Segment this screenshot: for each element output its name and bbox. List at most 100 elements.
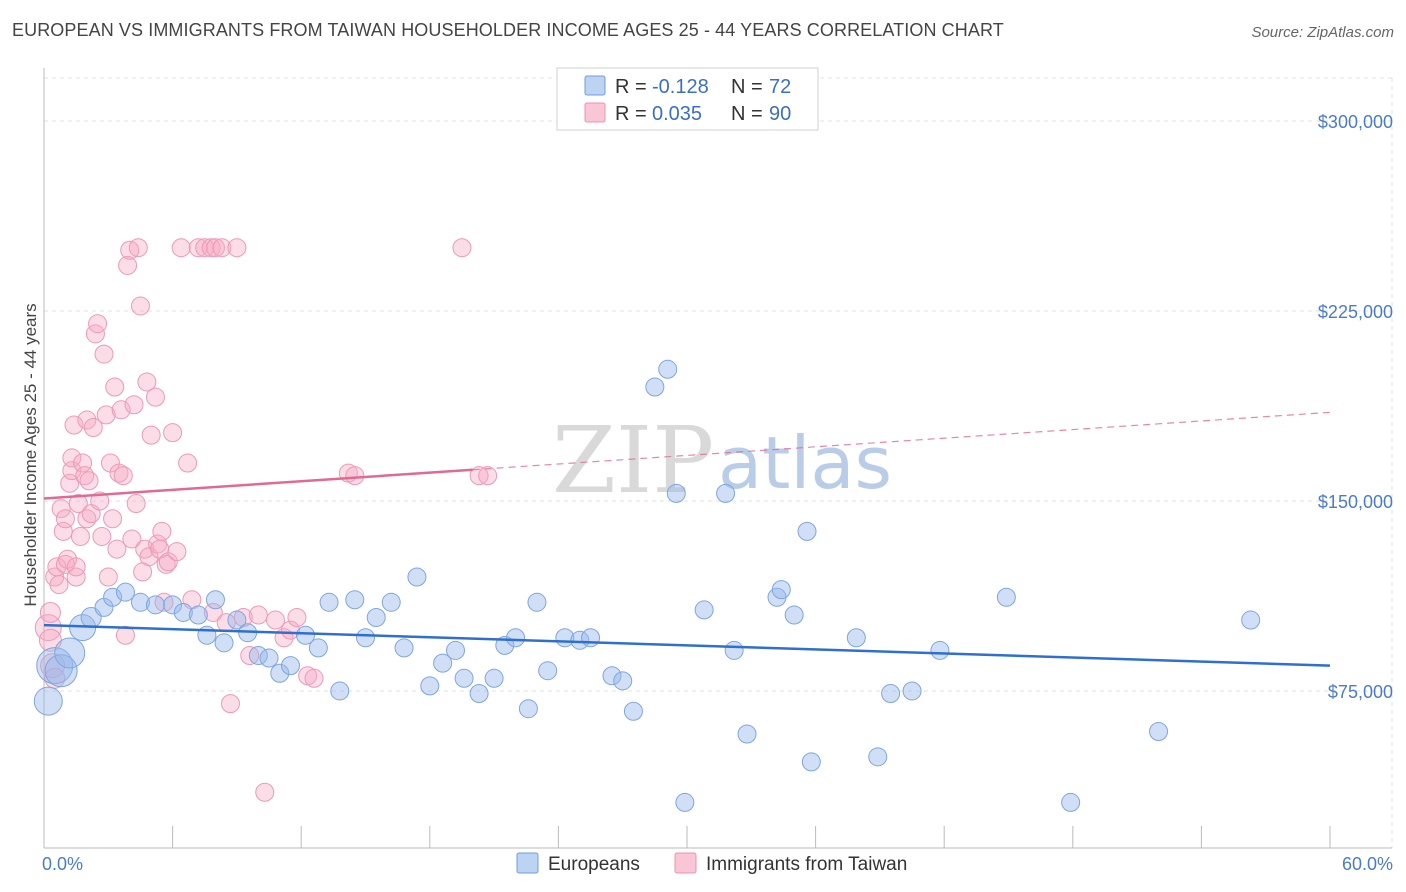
europeans-point xyxy=(658,359,678,379)
europeans-point xyxy=(538,661,558,681)
taiwan-point xyxy=(94,344,114,364)
taiwan-point xyxy=(62,448,82,468)
europeans-point xyxy=(44,654,78,688)
europeans-point xyxy=(115,582,135,602)
axes xyxy=(43,68,1392,849)
chart-title: EUROPEAN VS IMMIGRANTS FROM TAIWAN HOUSE… xyxy=(12,20,1004,40)
legend-europeans-n-label: N = xyxy=(731,76,763,98)
legend-taiwan-n-value: 90 xyxy=(769,103,791,125)
taiwan-point xyxy=(145,387,165,407)
europeans-point xyxy=(1061,792,1081,812)
legend-taiwan-n-label: N = xyxy=(731,103,763,125)
taiwan-point xyxy=(304,668,324,688)
taiwan-point xyxy=(452,238,472,258)
taiwan-point xyxy=(255,782,275,802)
taiwan-point xyxy=(178,453,198,473)
europeans-point xyxy=(188,605,208,625)
bottom-legend: Europeans Immigrants from Taiwan xyxy=(516,852,907,875)
taiwan-point xyxy=(55,509,75,529)
europeans-point xyxy=(214,633,234,653)
legend-swatch-europeans xyxy=(584,75,606,96)
taiwan-point xyxy=(53,521,73,541)
taiwan-point xyxy=(227,238,247,258)
x-tick-label-max: 60.0% xyxy=(1342,854,1393,874)
bottom-legend-swatch-europeans xyxy=(516,852,539,874)
taiwan-point xyxy=(345,466,365,486)
europeans-point xyxy=(130,592,150,612)
legend-europeans-r-value: -0.128 xyxy=(652,76,709,98)
taiwan-point xyxy=(88,314,108,334)
europeans-point xyxy=(930,640,950,660)
taiwan-point xyxy=(203,602,223,622)
europeans-point xyxy=(675,792,695,812)
europeans-point xyxy=(868,747,888,767)
y-tick-labels: $75,000 $150,000 $225,000 $300,000 xyxy=(1318,112,1393,702)
europeans-point xyxy=(345,590,365,610)
taiwan-point xyxy=(83,418,103,438)
europeans-point xyxy=(771,580,791,600)
taiwan-point xyxy=(73,453,93,473)
taiwan-point xyxy=(141,425,161,445)
trend-lines xyxy=(43,411,1331,667)
taiwan-point xyxy=(107,539,127,559)
taiwan-point xyxy=(39,601,61,623)
y-axis-label: Householder Income Ages 25 - 44 years xyxy=(21,303,40,606)
europeans-point xyxy=(527,592,547,612)
europeans-point xyxy=(996,587,1016,607)
europeans-point xyxy=(280,656,300,676)
europeans-point xyxy=(319,592,339,612)
taiwan-point xyxy=(195,238,215,258)
taiwan-point xyxy=(113,466,133,486)
taiwan-point xyxy=(96,405,116,425)
taiwan-point xyxy=(287,608,307,628)
taiwan-point xyxy=(66,557,86,577)
europeans-point xyxy=(469,683,489,703)
europeans-point xyxy=(103,587,123,607)
taiwan-point xyxy=(265,610,285,630)
legend-europeans-n-value: 72 xyxy=(769,76,791,98)
europeans-point xyxy=(1149,721,1169,741)
source-credit: Source: ZipAtlas.com xyxy=(1251,24,1394,41)
europeans-point xyxy=(420,676,440,696)
europeans-trend-line xyxy=(43,623,1331,667)
europeans-point xyxy=(407,567,427,587)
taiwan-point xyxy=(163,423,183,443)
bottom-legend-swatch-taiwan xyxy=(674,852,697,874)
taiwan-point xyxy=(156,554,176,574)
europeans-point xyxy=(308,638,328,658)
legend-taiwan-r-value: 0.035 xyxy=(652,103,702,125)
taiwan-point xyxy=(167,542,187,562)
taiwan-point xyxy=(105,377,125,397)
taiwan-point xyxy=(201,238,221,258)
europeans-point xyxy=(54,637,86,669)
taiwan-point xyxy=(212,238,232,258)
europeans-point xyxy=(716,483,736,503)
europeans-point xyxy=(163,595,183,615)
europeans-point xyxy=(259,648,279,668)
series-taiwan-points xyxy=(34,238,498,802)
europeans-point xyxy=(295,625,315,645)
europeans-point xyxy=(724,640,744,660)
taiwan-point xyxy=(92,526,112,546)
europeans-point xyxy=(433,653,453,673)
europeans-point xyxy=(173,602,193,622)
taiwan-point xyxy=(205,238,225,258)
europeans-point xyxy=(1241,610,1261,630)
x-tick-label-min: 0.0% xyxy=(42,854,83,874)
europeans-point xyxy=(145,595,165,615)
taiwan-trend-solid xyxy=(43,468,473,500)
europeans-point xyxy=(330,681,350,701)
taiwan-point xyxy=(66,567,86,587)
taiwan-point xyxy=(280,620,300,640)
europeans-point xyxy=(737,724,757,744)
taiwan-point xyxy=(115,625,135,645)
legend-europeans-r-label: R = xyxy=(615,76,647,98)
taiwan-point xyxy=(220,694,240,714)
europeans-point xyxy=(784,605,804,625)
taiwan-point xyxy=(128,238,148,258)
taiwan-point xyxy=(103,509,123,529)
europeans-point xyxy=(801,752,821,772)
taiwan-point xyxy=(152,521,172,541)
taiwan-point xyxy=(171,238,191,258)
europeans-point xyxy=(366,608,386,628)
